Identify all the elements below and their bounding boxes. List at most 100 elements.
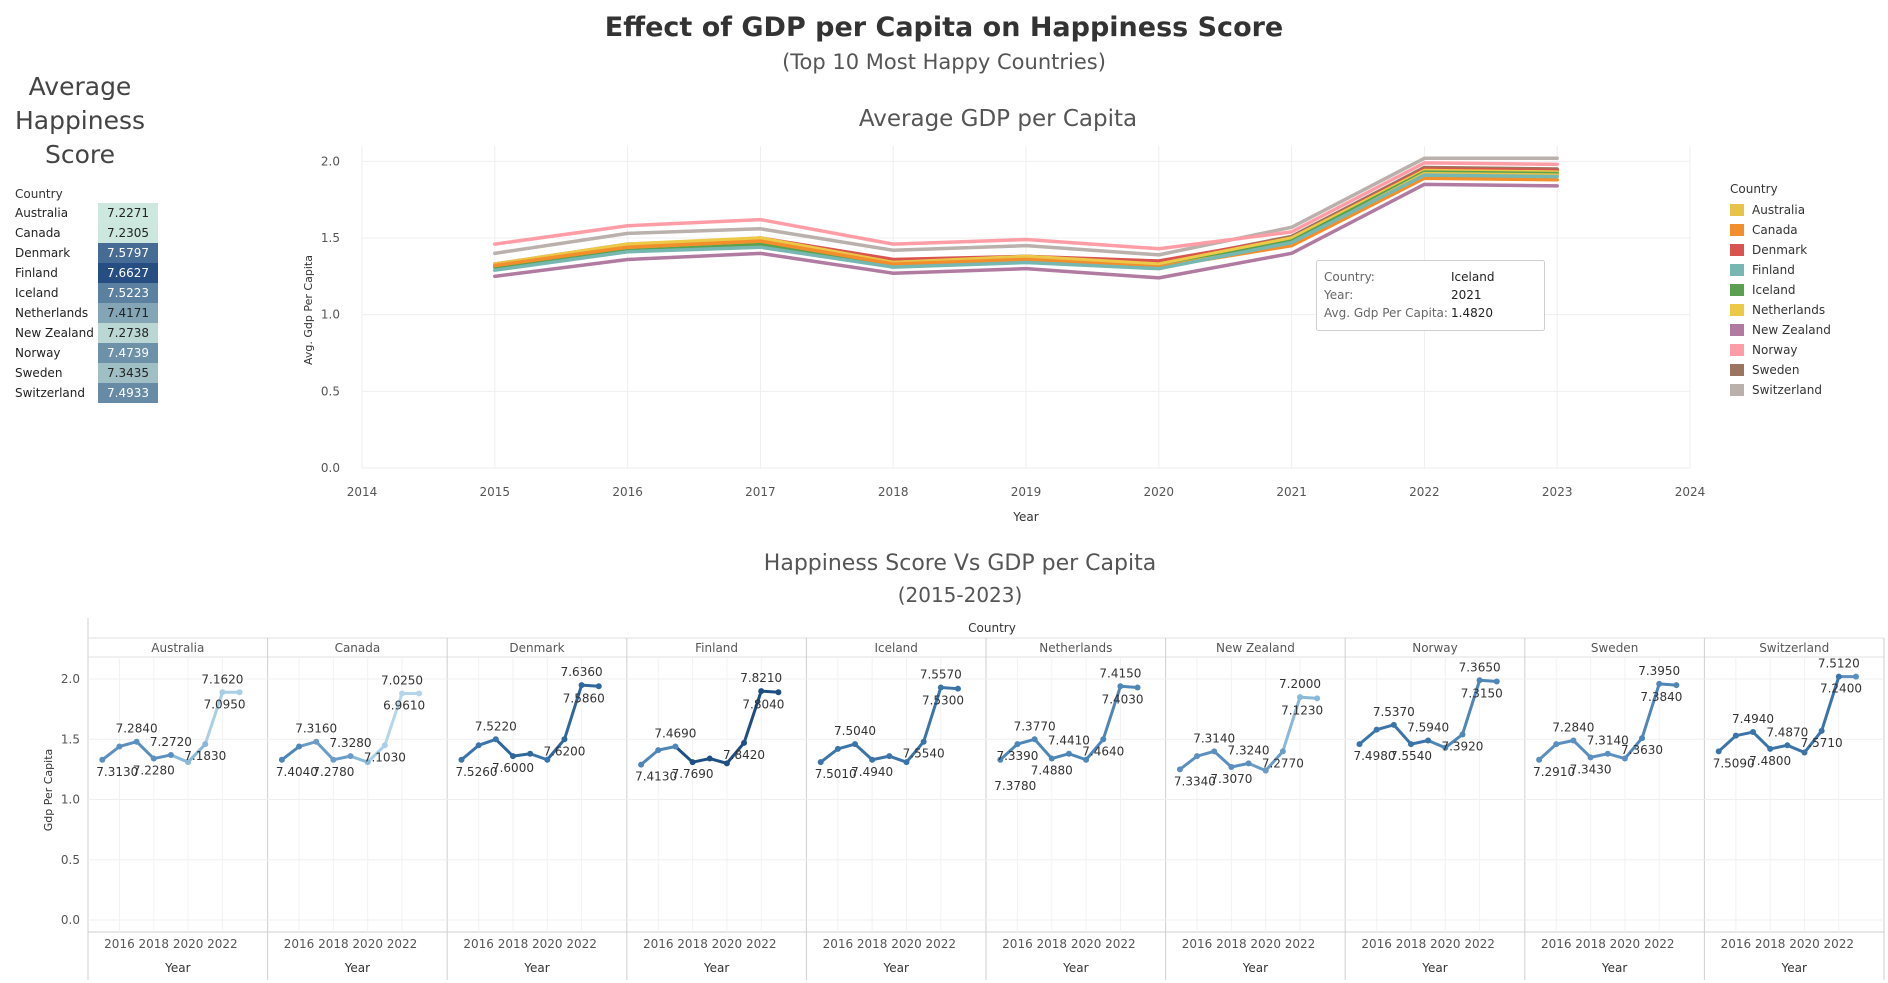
x-tick-label: 2016: [1182, 937, 1213, 951]
series-segment: [1067, 752, 1088, 762]
legend-item[interactable]: Denmark: [1730, 240, 1831, 260]
series-segment: [100, 745, 121, 762]
legend-swatch: [1730, 224, 1744, 236]
table-row: Sweden 7.3435: [10, 363, 158, 383]
data-point: [817, 759, 824, 766]
x-axis-title: Year: [523, 961, 549, 975]
score-label: 7.2910: [1533, 765, 1575, 779]
data-point: [1459, 731, 1466, 738]
score-label: 7.4940: [851, 765, 893, 779]
data-point: [399, 690, 406, 697]
legend-label: Netherlands: [1752, 303, 1826, 317]
x-tick-label: 2020: [1250, 937, 1281, 951]
series-segment: [1247, 761, 1268, 773]
series-segment: [459, 743, 481, 762]
x-axis-title: Year: [1601, 961, 1627, 975]
x-tick-label: 2023: [1542, 485, 1573, 499]
series-segment: [528, 752, 549, 762]
legend-item[interactable]: Iceland: [1730, 280, 1831, 300]
score-label: 7.4030: [1102, 692, 1144, 706]
data-point: [1442, 744, 1449, 751]
series-segment: [1084, 737, 1105, 762]
data-point: [1297, 694, 1304, 701]
score-label: 7.4870: [1766, 725, 1808, 739]
score-label: 7.8040: [742, 697, 784, 711]
tooltip: Country: Iceland Year: 2021 Avg. Gdp Per…: [1316, 260, 1545, 331]
country-cell: Denmark: [15, 246, 71, 260]
panel-header: New Zealand: [1216, 641, 1295, 655]
legend-label: Australia: [1752, 203, 1806, 217]
x-tick-label: 2019: [1011, 485, 1042, 499]
y-axis-title: Gdp Per Capita: [42, 749, 55, 832]
x-axis-title: Year: [1421, 961, 1447, 975]
score-label: 7.5710: [1801, 736, 1843, 750]
data-point: [236, 689, 243, 696]
legend-item[interactable]: Switzerland: [1730, 380, 1831, 400]
legend-swatch: [1730, 284, 1744, 296]
score-label: 7.7690: [672, 767, 714, 781]
score-label: 7.2780: [312, 765, 354, 779]
series-segment: [1785, 743, 1806, 755]
data-point: [1673, 682, 1680, 689]
y-axis-title: Avg. Gdp Per Capita: [302, 255, 315, 365]
data-point: [1587, 754, 1594, 761]
legend-item[interactable]: Sweden: [1730, 360, 1831, 380]
score-label: 7.6200: [543, 744, 585, 758]
score-label: 7.4410: [1048, 734, 1090, 748]
tooltip-year-label: Year:: [1323, 288, 1353, 302]
data-point: [381, 742, 388, 749]
score-label: 7.5570: [920, 667, 962, 681]
legend-swatch: [1730, 324, 1744, 336]
legend-item[interactable]: Canada: [1730, 220, 1831, 240]
table-row: Finland 7.6627: [10, 263, 158, 283]
data-point: [1211, 748, 1218, 755]
avg-happiness-title: Average Happiness Score: [0, 70, 160, 172]
series-segment: [366, 743, 387, 764]
data-point: [886, 753, 893, 760]
chart-subtitle-line: (2015-2023): [898, 583, 1023, 607]
series-segment: [819, 747, 840, 764]
x-axis-title: Year: [703, 961, 729, 975]
country-cell: Iceland: [15, 286, 59, 300]
table-row: New Zealand 7.2738: [10, 323, 158, 343]
score-label: 7.5040: [834, 724, 876, 738]
data-point: [1852, 673, 1859, 680]
score-label: 7.3070: [1210, 772, 1252, 786]
x-tick-label: 2016: [284, 937, 315, 951]
score-label: 7.3390: [996, 749, 1038, 763]
country-cell: Netherlands: [15, 306, 89, 320]
score-cell: 7.2738: [98, 323, 158, 343]
series-segment: [349, 754, 370, 764]
data-point: [1621, 755, 1628, 762]
panel-header: Canada: [335, 641, 381, 655]
score-label: 7.1830: [184, 749, 226, 763]
series-segment: [383, 692, 404, 747]
x-tick-label: 2018: [1396, 937, 1427, 951]
score-label: 7.0250: [381, 674, 423, 688]
legend-item[interactable]: Finland: [1730, 260, 1831, 280]
series-segment: [1101, 684, 1122, 741]
x-tick-label: 2018: [498, 937, 529, 951]
score-label: 7.2720: [150, 735, 192, 749]
series-segment: [1537, 742, 1558, 762]
tooltip-gdp-label: Avg. Gdp Per Capita:: [1324, 306, 1448, 320]
legend-item[interactable]: New Zealand: [1730, 320, 1831, 340]
score-label: 6.9610: [383, 699, 425, 713]
legend-label: Sweden: [1752, 363, 1800, 377]
country-cell: Canada: [15, 226, 61, 240]
data-point: [1262, 767, 1269, 774]
legend-swatch: [1730, 304, 1744, 316]
x-axis-title: Year: [164, 961, 190, 975]
legend-item[interactable]: Australia: [1730, 200, 1831, 220]
y-tick-label: 1.0: [61, 793, 80, 807]
data-point: [492, 736, 499, 743]
score-label: 7.3150: [1461, 686, 1503, 700]
x-tick-label: 2018: [1755, 937, 1786, 951]
score-label: 7.4980: [1353, 749, 1395, 763]
data-point: [1373, 726, 1380, 733]
x-tick-label: 2017: [745, 485, 776, 499]
x-axis-title: Year: [1062, 961, 1088, 975]
legend-item[interactable]: Norway: [1730, 340, 1831, 360]
chart-title-line: Happiness Score Vs GDP per Capita: [764, 551, 1156, 576]
legend-item[interactable]: Netherlands: [1730, 300, 1831, 320]
